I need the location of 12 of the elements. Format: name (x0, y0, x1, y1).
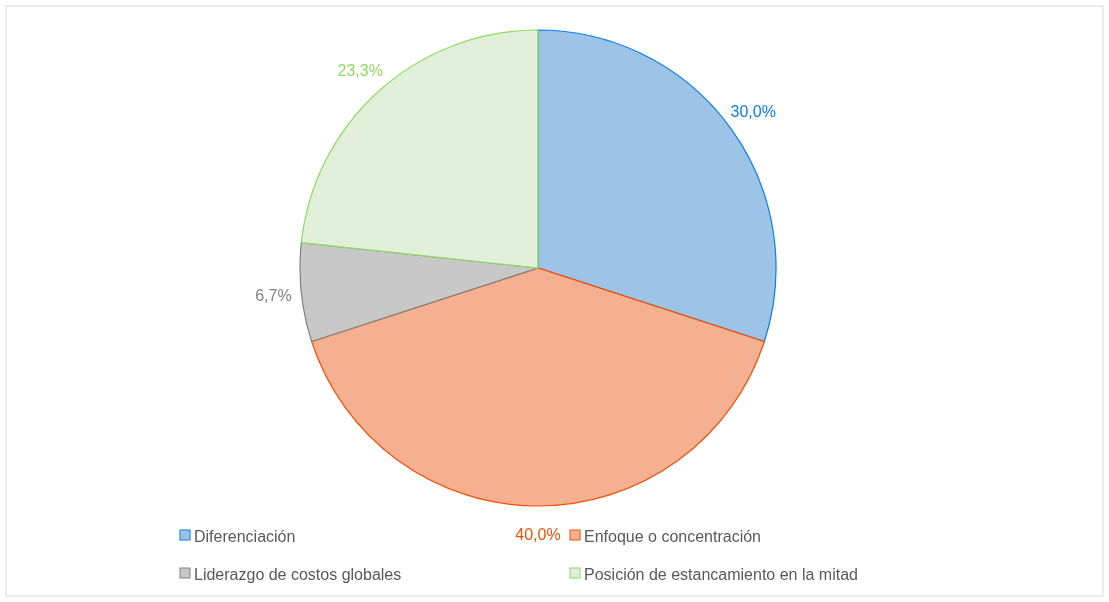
data-label: 30,0% (730, 103, 776, 121)
legend-label: Liderazgo de costos globales (194, 565, 402, 583)
pie-slice (311, 267, 765, 507)
legend-label: Posición de estancamiento en la mitad (584, 565, 858, 583)
pie-slice (299, 242, 539, 343)
pie-slice (537, 29, 777, 343)
legend-label: Diferenciación (194, 527, 296, 545)
pie-slice (300, 29, 539, 269)
data-label: 40,0% (515, 525, 561, 543)
legend-label: Enfoque o concentración (584, 527, 762, 545)
data-label: 6,7% (255, 287, 292, 305)
data-label: 23,3% (337, 61, 383, 79)
